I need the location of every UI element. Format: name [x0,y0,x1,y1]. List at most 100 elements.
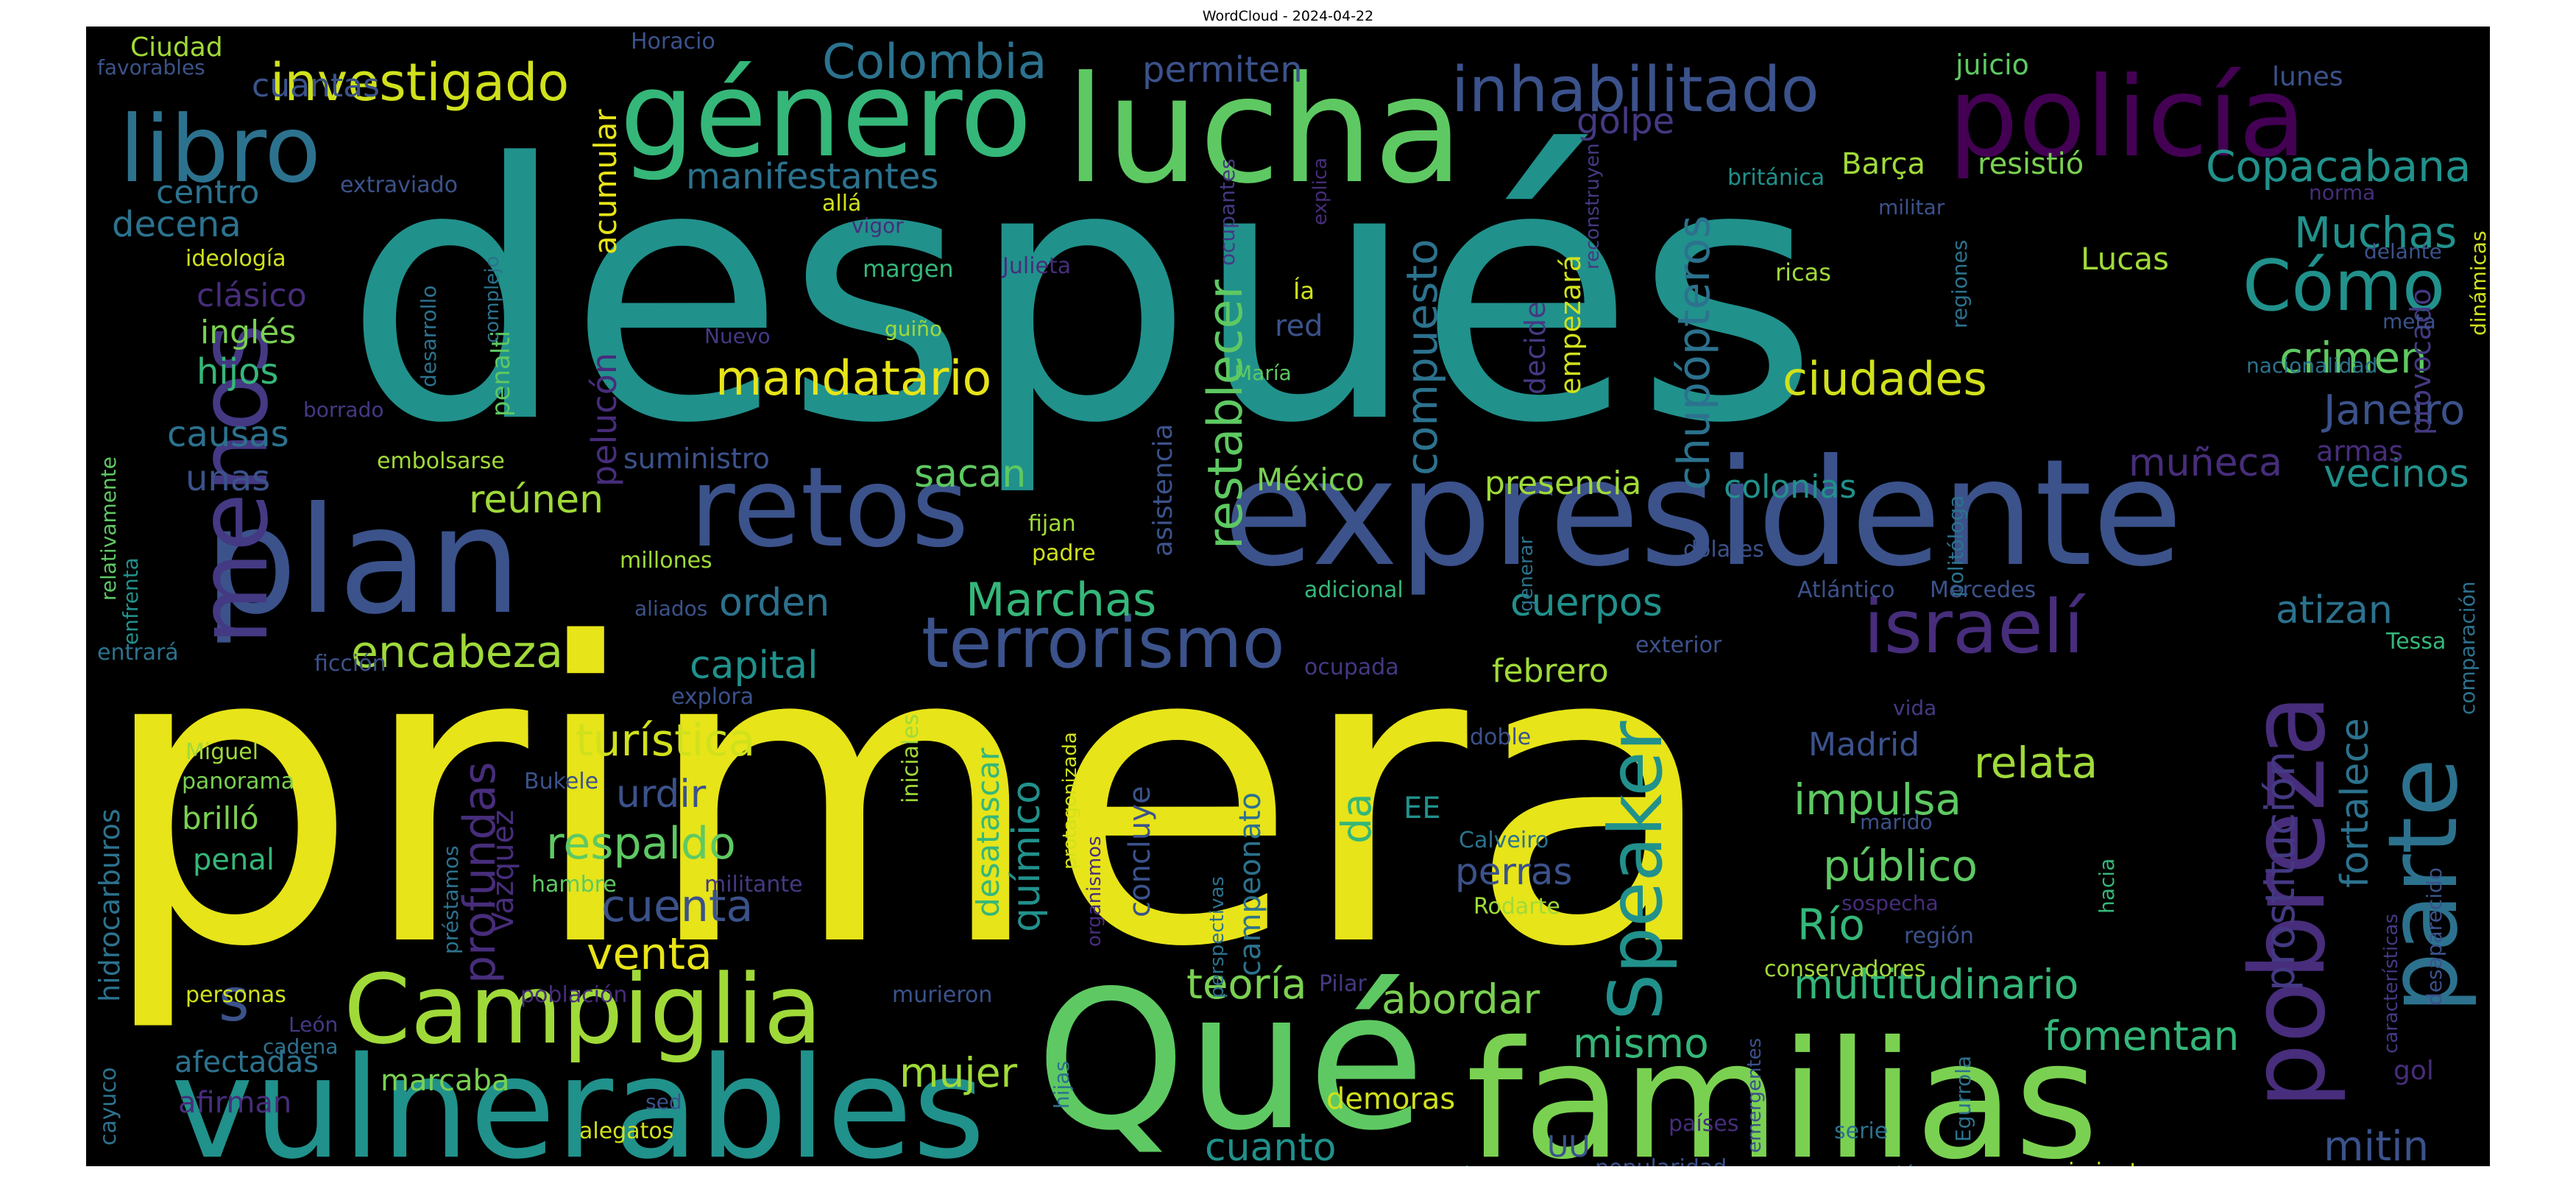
cloud-word: investigado [270,52,569,113]
cloud-word: red [1275,309,1323,343]
cloud-word: Janeiro [2321,387,2465,434]
cloud-word: hijas [1050,1061,1074,1109]
cloud-word: parte [2367,758,2479,1013]
cloud-word: decena [112,204,241,245]
cloud-word: Qué [1036,950,1425,1166]
cloud-word: armas [2316,435,2403,468]
cloud-word: atizan [2276,588,2393,632]
cloud-word: cuerpos [1510,581,1663,625]
cloud-word: allá [822,191,861,216]
cloud-word: relata [1974,738,2098,788]
cloud-word: menos [177,324,289,645]
cloud-word: brilló [182,800,259,836]
cloud-word: s [219,966,250,1034]
cloud-word: permiten [1142,49,1303,91]
cloud-word: reconstruyen [1582,143,1604,269]
cloud-word: personas [185,982,286,1008]
cloud-word: explica [1309,158,1331,225]
cloud-word: Copacabana [2206,141,2471,191]
cloud-word: lucha [1065,45,1464,216]
cloud-word: serie [1834,1118,1888,1144]
cloud-word: prostitución [2257,751,2304,991]
cloud-word: características [2380,914,2402,1054]
cloud-word: orden [719,581,829,625]
cloud-word: fijan [1028,511,1076,537]
cloud-word: adicional [1304,577,1404,603]
cloud-word: emergentes [1744,1038,1766,1153]
cloud-word: politóloga [1944,495,1968,597]
cloud-word: conservadores [1764,956,1926,982]
cloud-word: guiño [885,317,942,341]
cloud-word: ciudades [1783,352,1987,406]
word-cloud: primera después expresidente Qué familias luc… [86,27,2490,1166]
cloud-word: venta [587,928,712,980]
cloud-word: norma [2309,180,2375,205]
cloud-word: regiones [1947,240,1972,328]
cloud-word: nacionalidad [2246,353,2377,378]
cloud-word: multitudinario [1794,961,2078,1008]
cloud-word: México [1256,462,1365,498]
cloud-word: millones [620,548,712,574]
cloud-word: concluye [1123,786,1157,917]
cloud-word: desatascar [970,747,1006,917]
cloud-word: público [1823,841,1978,891]
cloud-word: centro [156,174,259,211]
cloud-word: expresidente [1223,428,2183,599]
cloud-word: comparación [2455,582,2480,715]
cloud-word: impulsa [1794,775,1961,825]
cloud-word: gol [2393,1056,2434,1086]
cloud-word: mujer [899,1049,1018,1096]
cloud-word: plan [204,476,522,647]
cloud-word: popularidad [1595,1155,1727,1166]
cloud-word: Julieta [1001,253,1071,279]
cloud-word: protagonizada [1059,732,1081,870]
cloud-word: encabeza [351,627,563,678]
cloud-word: resistió [1978,147,2084,181]
cloud-word: demoras [1326,1082,1455,1116]
cloud-word: Campiglia [344,953,822,1065]
cloud-word: Barça [1841,147,1925,181]
cloud-word: población [520,982,627,1008]
cloud-word: Muchas [2294,208,2457,258]
cloud-word: hambre [531,872,617,897]
cloud-word: acumular [587,109,623,255]
cloud-word: perspectivas [1206,876,1228,998]
cloud-word: ocupada [1304,655,1399,680]
cloud-word: policía [1948,54,2306,182]
cloud-word: muñeca [2129,441,2282,485]
cloud-word: fortalece [2333,718,2377,888]
cloud-word: Rodarte [1473,894,1560,920]
cloud-word: hidrocarburos [93,808,126,1002]
cloud-word: UU [1547,1130,1590,1164]
cloud-word: margen [863,255,954,283]
cloud-word: enfrenta [118,557,143,645]
cloud-word: Río [1797,900,1865,950]
cloud-word: Horacio [631,29,715,54]
cloud-word: Lucas [2081,241,2169,277]
cloud-word: familias [1466,1006,2098,1166]
cloud-word: clásico [197,277,307,314]
cloud-word: químico [1005,780,1049,932]
cloud-word: favorables [97,55,205,80]
cloud-word: desaparecido [2422,867,2446,1006]
cloud-word: Tessa [2385,629,2446,655]
cloud-word: extranjeros [1393,1163,1518,1166]
cloud-word: generar [1515,536,1538,612]
cloud-word: mismo [1573,1020,1709,1067]
cloud-word: Pilar [1319,971,1367,997]
cloud-word: reúnen [469,478,604,522]
cloud-word: aliados [634,596,707,621]
cloud-word: hacia [2095,858,2119,914]
cloud-word: crimen [2279,333,2427,383]
cloud-word: capital [690,643,818,688]
cloud-word: borrado [303,398,384,422]
cloud-word: Nuevo [704,324,771,348]
cloud-word: mandatario [715,351,991,406]
cloud-word: manifestantes [686,156,938,197]
cloud-word: teoría [1186,961,1307,1009]
cloud-word: género [620,46,1032,183]
cloud-word: sacan [914,452,1026,496]
cloud-word: delante [2364,239,2442,264]
cloud-word: provocado [2405,289,2437,435]
